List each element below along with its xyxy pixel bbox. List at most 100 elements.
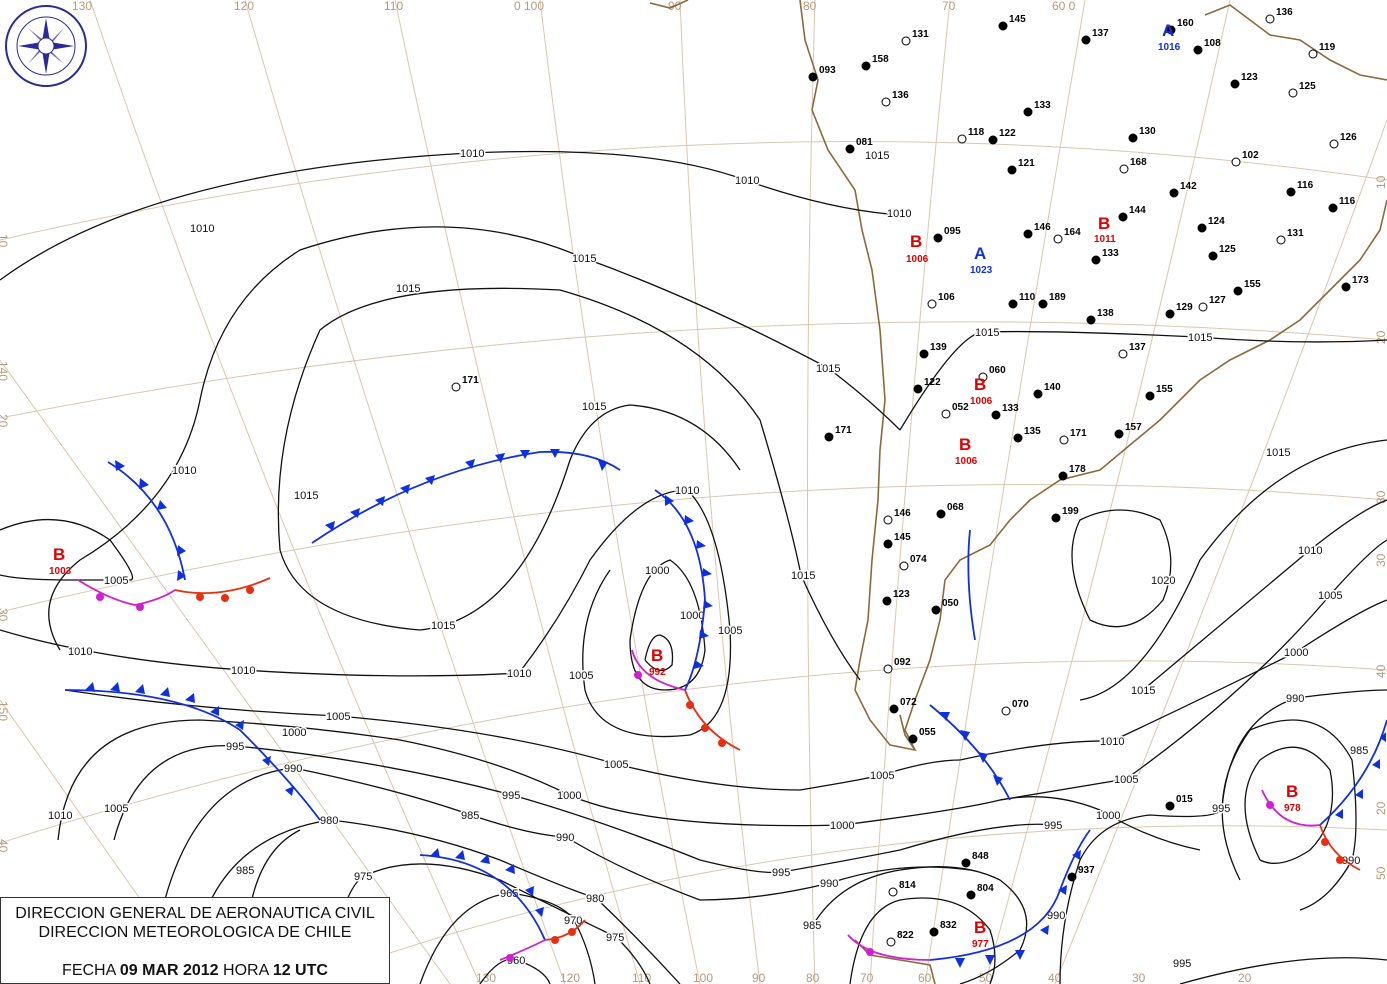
isobar-label: 995 [1173, 958, 1191, 970]
isobar-label: 1015 [582, 401, 606, 413]
occluded-front [499, 939, 546, 961]
station-plot: 122 [913, 377, 941, 394]
lon-label: 40 [1048, 971, 1062, 984]
station-plot: 171 [451, 375, 479, 392]
station-plot: 189 [1038, 292, 1066, 309]
svg-text:1023: 1023 [970, 265, 993, 276]
cloud-cover-circle [1007, 165, 1017, 175]
cloud-cover-circle [882, 596, 892, 606]
cloud-cover-circle [991, 410, 1001, 420]
station-plot: 136 [881, 90, 909, 107]
cloud-cover-circle [1208, 251, 1218, 261]
isobar-label: 985 [236, 865, 254, 877]
station-plot: 106 [927, 292, 955, 309]
station-id: 133 [1034, 100, 1051, 111]
isobar-label: 1005 [1114, 774, 1138, 786]
station-id: 189 [1049, 292, 1066, 303]
isobar-label: 990 [284, 763, 302, 775]
org-line-1: DIRECCION GENERAL DE AERONAUTICA CIVIL [15, 905, 375, 922]
svg-text:A: A [974, 244, 986, 263]
cloud-cover-circle [861, 61, 871, 71]
cloud-cover-circle [931, 605, 941, 615]
svg-text:977: 977 [972, 939, 989, 950]
lon-label: 70 [860, 971, 874, 984]
lon-label: 120 [560, 971, 580, 984]
station-id: 136 [892, 90, 909, 101]
org-line-2: DIRECCION METEOROLOGICA DE CHILE [38, 924, 352, 941]
station-id: 173 [1352, 275, 1369, 286]
station-plot: 848 [961, 851, 989, 868]
cloud-cover-circle [1023, 107, 1033, 117]
station-plot: 145 [998, 14, 1026, 31]
low-pressure-center: B 977 [972, 918, 989, 950]
lat-label: 20 [1374, 330, 1387, 344]
lat-label: 40 [1374, 664, 1387, 678]
station-plot: 137 [1118, 342, 1146, 359]
cold-front [107, 461, 186, 581]
lon-label: 130 [72, 0, 92, 13]
station-plot: 146 [883, 508, 911, 525]
station-id: 093 [819, 65, 836, 76]
warm-front [1319, 824, 1361, 871]
station-plot: 133 [1091, 248, 1119, 265]
cloud-cover-circle [1008, 299, 1018, 309]
isobar-label: 1010 [735, 175, 759, 187]
cloud-cover-circle [1233, 286, 1243, 296]
low-pressure-center: B 992 [649, 646, 666, 678]
lat-label: 20 [1374, 801, 1387, 815]
station-id: 129 [1176, 302, 1193, 313]
fronts [64, 449, 1387, 968]
isobar-label: 985 [1350, 745, 1368, 757]
cloud-cover-circle [845, 144, 855, 154]
station-id: 060 [989, 365, 1006, 376]
isobar-label: 1015 [431, 620, 455, 632]
station-plot: 092 [883, 657, 911, 674]
isobar-label: 990 [1342, 855, 1360, 867]
occluded-front [1261, 789, 1321, 827]
lat-label: 140 [0, 361, 10, 381]
station-plot: 138 [1086, 308, 1114, 325]
station-plot: 157 [1114, 422, 1142, 439]
station-id: 804 [977, 883, 994, 894]
lon-label: 80 [806, 971, 820, 984]
station-id: 164 [1064, 227, 1081, 238]
svg-text:1011: 1011 [1094, 234, 1116, 245]
lon-label: 100 [693, 971, 713, 984]
station-id: 142 [1180, 181, 1197, 192]
svg-text:1006: 1006 [970, 396, 993, 407]
station-plot: 199 [1051, 506, 1079, 523]
isobar-label: 980 [320, 815, 338, 827]
station-plot: 102 [1231, 150, 1259, 167]
cloud-cover-circle [1067, 872, 1077, 882]
station-id: 158 [872, 54, 889, 65]
station-plot: 144 [1118, 205, 1146, 222]
isobar-label: 1005 [718, 625, 742, 637]
isobar-label: 975 [606, 932, 624, 944]
station-id: 118 [968, 127, 985, 138]
station-plot: 832 [929, 920, 957, 937]
cloud-cover-circle [1329, 139, 1339, 149]
station-id: 155 [1156, 384, 1173, 395]
lat-label: 10 [1374, 175, 1387, 189]
station-plot: 822 [886, 930, 914, 947]
station-plots: 131 145 160 136 137 108 119 093 158 136 133 123 125 1… [451, 7, 1369, 947]
isobar-label: 1005 [604, 759, 628, 771]
warm-front [174, 577, 271, 595]
station-plot: 135 [1013, 426, 1041, 443]
isobar-label: 1015 [816, 363, 840, 375]
isobar-label: 1005 [104, 575, 128, 587]
station-id: 126 [1340, 132, 1357, 143]
station-id: 124 [1208, 216, 1225, 227]
cloud-cover-circle [1165, 309, 1175, 319]
isobar-label: 1015 [396, 283, 420, 295]
isobar-label: 1015 [1188, 332, 1212, 344]
isobar-label: 1020 [1151, 575, 1175, 587]
station-plot: 127 [1198, 295, 1226, 312]
svg-text:978: 978 [1284, 803, 1301, 814]
dmc-logo [4, 4, 88, 88]
isobar-label: 995 [1212, 803, 1230, 815]
station-plot: 074 [899, 554, 927, 571]
cloud-cover-circle [913, 384, 923, 394]
